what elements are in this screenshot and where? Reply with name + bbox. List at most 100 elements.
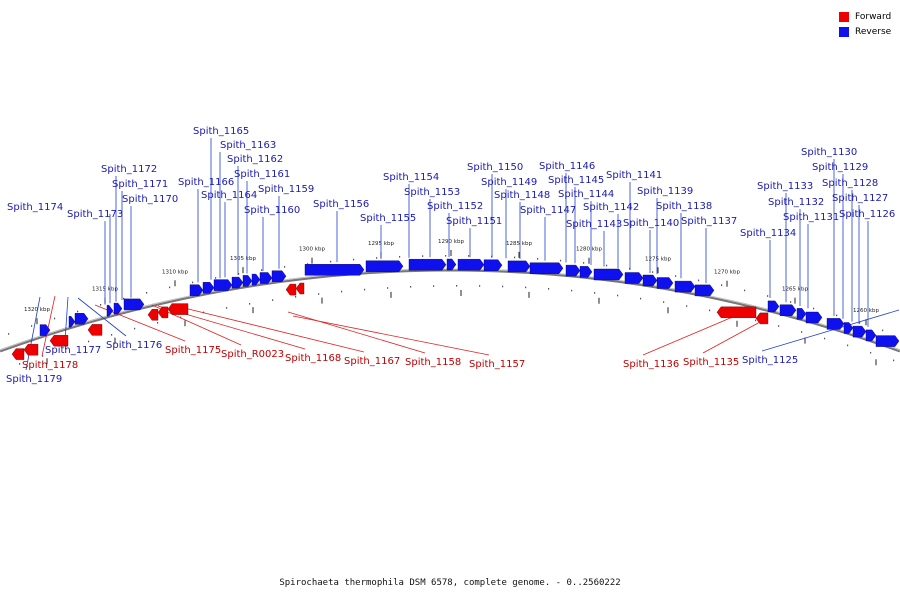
forward-gene-block — [87, 324, 103, 336]
gene-label: Spith_1148 — [494, 190, 550, 201]
forward-gene-block — [49, 335, 69, 347]
gene-label: Spith_1126 — [839, 209, 895, 220]
gene-label: Spith_1128 — [822, 178, 878, 189]
gene-leader — [64, 296, 69, 342]
reverse-gene-block — [624, 272, 644, 284]
gene-label: Spith_1177 — [45, 345, 101, 356]
gene-label: Spith_1179 — [6, 374, 62, 385]
gene-label: Spith_1133 — [757, 181, 813, 192]
gene-leader — [175, 305, 365, 353]
minor-tick — [146, 292, 148, 294]
reverse-gene-block — [875, 335, 900, 347]
reverse-gene-block — [805, 311, 823, 324]
gene-label: Spith_1153 — [404, 187, 460, 198]
gene-label: Spith_1140 — [623, 218, 679, 229]
reverse-gene-block — [271, 270, 287, 282]
minor-tick — [410, 286, 412, 288]
reverse-gene-block — [593, 268, 624, 281]
gene-label: Spith_1163 — [220, 140, 276, 151]
forward-gene-block — [167, 303, 189, 315]
minor-tick — [767, 295, 769, 297]
reverse-gene-block — [113, 302, 123, 315]
gene-label: Spith_1166 — [178, 177, 234, 188]
minor-tick — [548, 288, 550, 290]
gene-leader — [25, 296, 41, 371]
forward-gene-block — [295, 282, 305, 295]
legend-forward: Forward — [839, 9, 891, 24]
minor-tick — [364, 288, 366, 291]
legend-reverse: Reverse — [839, 24, 891, 39]
gene-leader — [702, 321, 761, 354]
reverse-gene-block — [779, 304, 797, 316]
reverse-gene-block — [259, 272, 273, 284]
gene-label: Spith_1149 — [481, 177, 537, 188]
gene-label: Spith_1158 — [405, 357, 461, 368]
gene-label: Spith_1170 — [122, 194, 178, 205]
tick-label: 1275 kbp — [645, 256, 671, 262]
gene-leader — [761, 309, 900, 352]
gene-label: Spith_1138 — [656, 201, 712, 212]
minor-tick — [675, 275, 677, 277]
minor-tick — [387, 287, 389, 289]
minor-tick — [525, 286, 527, 289]
gene-label: Spith_1168 — [285, 353, 341, 364]
minor-tick — [123, 297, 125, 300]
forward-gene-block — [755, 312, 769, 325]
reverse-gene-block — [242, 275, 253, 287]
reverse-gene-block — [189, 284, 204, 296]
gene-label: Spith_1173 — [67, 209, 123, 220]
minor-tick — [88, 340, 90, 343]
minor-tick — [330, 260, 332, 263]
forward-gene-block — [716, 306, 757, 318]
minor-tick — [617, 294, 619, 297]
minor-tick — [882, 329, 884, 332]
reverse-gene-block — [852, 325, 867, 338]
reverse-gene-block — [251, 273, 261, 286]
minor-tick — [19, 363, 21, 365]
reverse-gene-block — [843, 322, 854, 334]
gene-label: Spith_1145 — [548, 175, 604, 186]
minor-tick — [226, 307, 228, 309]
gene-label: Spith_1150 — [467, 162, 523, 173]
gene-label: Spith_1159 — [258, 184, 314, 195]
reverse-gene-block — [446, 258, 457, 271]
reverse-gene-block — [865, 329, 877, 342]
minor-tick — [801, 331, 803, 333]
reverse-gene-block — [365, 260, 404, 272]
minor-tick — [169, 286, 171, 289]
reverse-gene-block — [304, 264, 365, 276]
minor-tick — [399, 256, 401, 258]
forward-gene-block — [23, 344, 39, 356]
minor-tick — [42, 355, 44, 357]
minor-tick — [284, 266, 286, 268]
minor-tick — [606, 264, 608, 267]
minor-tick — [157, 322, 159, 324]
forward-gene-block — [157, 306, 169, 319]
minor-tick — [514, 256, 516, 259]
gene-label: Spith_1143 — [566, 219, 622, 230]
gene-leader — [287, 311, 426, 354]
reverse-gene-block — [565, 264, 581, 277]
gene-label: Spith_1134 — [740, 228, 796, 239]
minor-tick — [537, 258, 539, 260]
minor-tick — [249, 303, 251, 305]
backbone-line — [0, 268, 900, 353]
minor-tick — [870, 351, 872, 354]
gene-label: Spith_1146 — [539, 161, 595, 172]
reverse-gene-block — [796, 308, 807, 320]
legend-reverse-label: Reverse — [855, 26, 892, 37]
minor-tick — [640, 297, 642, 300]
forward-gene-block — [11, 348, 25, 360]
legend: Forward Reverse — [839, 9, 891, 39]
minor-tick — [272, 299, 274, 301]
reverse-gene-block — [579, 266, 593, 278]
minor-tick — [824, 337, 826, 340]
gene-label: Spith_1167 — [344, 356, 400, 367]
minor-tick — [31, 325, 33, 327]
gene-label: Spith_1139 — [637, 186, 693, 197]
gene-label: Spith_1127 — [832, 193, 888, 204]
minor-tick — [790, 301, 792, 303]
gene-label: Spith_1161 — [234, 169, 290, 180]
gene-label: Spith_1136 — [623, 359, 679, 370]
minor-tick — [847, 344, 849, 347]
